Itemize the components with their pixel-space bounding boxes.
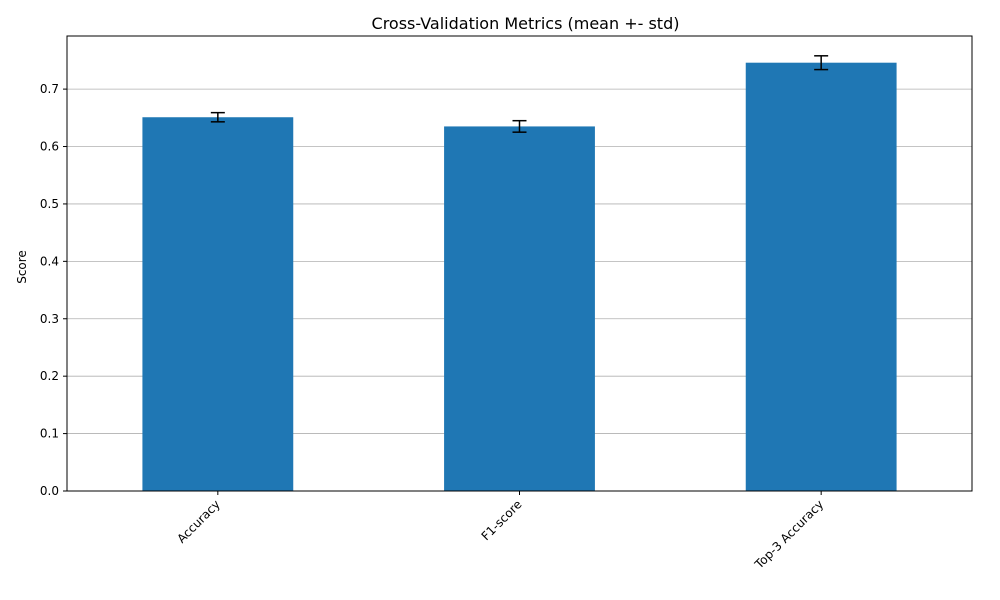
bar <box>444 126 595 491</box>
bar <box>142 117 294 491</box>
error-bars <box>210 55 829 133</box>
error-bar <box>512 119 527 133</box>
y-tick-label: 0.3 <box>40 312 59 326</box>
y-tick-label: 0.4 <box>40 254 59 268</box>
y-tick-label: 0.2 <box>40 369 59 383</box>
y-tick-label: 0.5 <box>40 197 59 211</box>
bars <box>142 62 897 491</box>
x-tick-label: Accuracy <box>174 497 223 546</box>
x-tick-label: F1-score <box>479 497 525 543</box>
x-tick-label: Top-3 Accuracy <box>751 497 826 572</box>
y-tick-label: 0.6 <box>40 140 59 154</box>
bar <box>745 62 897 491</box>
x-axis-ticks: Accuracy F1-score Top-3 Accuracy <box>174 491 826 572</box>
chart-title: Cross-Validation Metrics (mean +- std) <box>372 14 680 33</box>
y-tick-label: 0.7 <box>40 82 59 96</box>
y-axis-ticks: 0.0 0.1 0.2 0.3 0.4 0.5 0.6 0.7 <box>40 82 67 498</box>
error-bar <box>210 111 225 123</box>
error-bar <box>814 55 829 71</box>
y-tick-label: 0.1 <box>40 427 59 441</box>
plot-frame <box>66 35 973 492</box>
y-tick-label: 0.0 <box>40 484 59 498</box>
y-axis-label: Score <box>15 250 29 284</box>
